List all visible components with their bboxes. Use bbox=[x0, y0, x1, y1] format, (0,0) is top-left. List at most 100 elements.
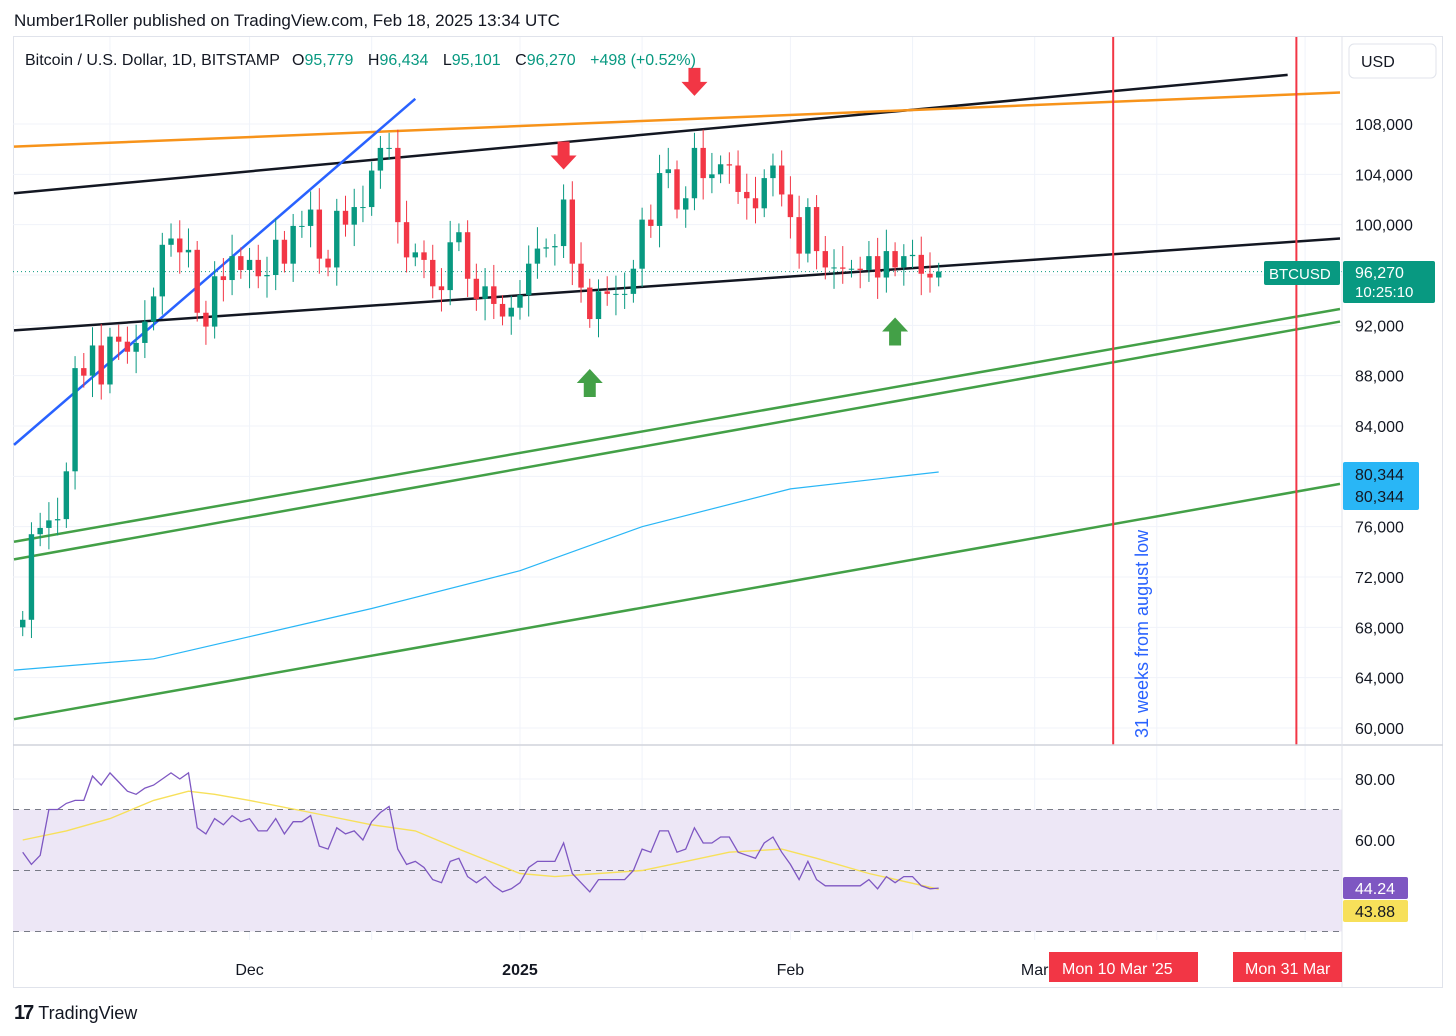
candle-body bbox=[150, 296, 157, 322]
open-value: 95,779 bbox=[305, 52, 354, 69]
time-tick-label: Mar bbox=[1021, 962, 1049, 979]
price-tick-label: 108,000 bbox=[1355, 117, 1413, 134]
candle-body bbox=[709, 174, 715, 179]
candle-body bbox=[430, 259, 436, 287]
candle-body bbox=[246, 259, 253, 270]
rsi-axis[interactable]: 60.00 80.00 bbox=[1355, 772, 1395, 850]
change-value: +498 (+0.52%) bbox=[590, 52, 696, 69]
candle-body bbox=[456, 232, 462, 243]
buy-arrow-icon bbox=[882, 317, 909, 346]
candle-body bbox=[840, 267, 846, 269]
price-tick-label: 104,000 bbox=[1355, 167, 1413, 184]
candle-body bbox=[368, 170, 375, 208]
candle-body bbox=[54, 519, 61, 521]
time-axis[interactable]: Dec 2025 Feb Mar bbox=[235, 962, 1049, 979]
currency-button[interactable] bbox=[1348, 43, 1437, 79]
bar-countdown: 10:25:10 bbox=[1355, 284, 1413, 301]
ma-value-1: 80,344 bbox=[1355, 467, 1404, 484]
candle-body bbox=[822, 251, 829, 268]
candle-body bbox=[351, 207, 357, 225]
time-tick-label: 2025 bbox=[502, 962, 538, 979]
candle-body bbox=[595, 291, 602, 320]
price-tick-label: 68,000 bbox=[1355, 620, 1404, 637]
price-tick-label: 100,000 bbox=[1355, 218, 1413, 235]
candle-body bbox=[473, 278, 480, 299]
candle-body bbox=[883, 251, 890, 278]
candles-layer bbox=[20, 129, 942, 639]
candle-body bbox=[700, 147, 706, 179]
last-price: 96,270 bbox=[1355, 265, 1404, 282]
candle-body bbox=[124, 341, 131, 352]
buy-arrow-icon bbox=[576, 369, 603, 398]
candle-body bbox=[648, 219, 654, 226]
publisher-line: Number1Roller published on TradingView.c… bbox=[14, 11, 560, 30]
low-value: 95,101 bbox=[452, 52, 501, 69]
tradingview-brand: TradingView bbox=[38, 1003, 138, 1023]
candle-body bbox=[717, 164, 724, 175]
candle-body bbox=[316, 209, 323, 259]
candle-body bbox=[107, 336, 113, 385]
rsi-tick-label: 80.00 bbox=[1355, 772, 1395, 789]
candle-body bbox=[220, 276, 227, 281]
tradingview-logo[interactable]: 17 TradingView bbox=[14, 1002, 137, 1025]
date-marker-1[interactable] bbox=[1049, 952, 1198, 982]
candle-body bbox=[342, 210, 349, 225]
trendline-orange bbox=[13, 91, 1341, 148]
candle-body bbox=[290, 225, 296, 264]
candle-body bbox=[491, 286, 497, 304]
candle-body bbox=[639, 219, 645, 269]
trendline-green bbox=[13, 482, 1341, 721]
candle-body bbox=[752, 198, 759, 209]
candle-body bbox=[98, 345, 104, 385]
high-label: H bbox=[368, 52, 380, 69]
candle-body bbox=[28, 534, 35, 620]
trendline-black bbox=[13, 237, 1341, 332]
candle-body bbox=[874, 256, 881, 278]
time-tick-label: Feb bbox=[777, 962, 805, 979]
candle-body bbox=[185, 249, 192, 253]
candle-body bbox=[674, 169, 680, 210]
candle-body bbox=[211, 276, 218, 327]
rsi-layer bbox=[22, 771, 939, 893]
date-marker-2-label: Mon 31 Mar bbox=[1245, 961, 1331, 978]
candle-body bbox=[238, 256, 244, 270]
candle-body bbox=[805, 207, 811, 254]
candle-body bbox=[778, 165, 785, 195]
candle-body bbox=[831, 267, 837, 269]
candle-body bbox=[813, 207, 820, 252]
close-label: C bbox=[515, 52, 527, 69]
price-tick-label: 64,000 bbox=[1355, 671, 1404, 688]
candle-body bbox=[37, 527, 43, 535]
candle-body bbox=[621, 293, 628, 295]
candle-body bbox=[81, 368, 87, 376]
candle-body bbox=[517, 295, 523, 308]
candle-body bbox=[255, 259, 261, 277]
date-marker-2[interactable] bbox=[1233, 952, 1342, 982]
ticker-badge bbox=[1264, 261, 1340, 285]
price-axis[interactable]: 60,00064,00068,00072,00076,00080,00084,0… bbox=[1355, 117, 1413, 738]
price-tick-label: 72,000 bbox=[1355, 570, 1404, 587]
candle-body bbox=[796, 217, 802, 254]
candle-body bbox=[412, 252, 418, 258]
candle-body bbox=[683, 198, 689, 210]
candle-body bbox=[901, 256, 907, 268]
rsi-guides bbox=[13, 809, 1342, 932]
candle-body bbox=[273, 239, 279, 275]
candle-body bbox=[142, 321, 148, 343]
date-marker-1-label: Mon 10 Mar '25 bbox=[1062, 961, 1173, 978]
candle-body bbox=[691, 147, 698, 199]
candle-body bbox=[543, 247, 549, 249]
candle-body bbox=[307, 209, 314, 226]
candle-body bbox=[299, 225, 305, 227]
sell-arrow-icon bbox=[681, 67, 708, 96]
candle-body bbox=[569, 199, 576, 264]
candle-body bbox=[447, 242, 453, 291]
candle-body bbox=[386, 147, 392, 149]
candle-body bbox=[560, 199, 567, 247]
markers-layer bbox=[550, 67, 909, 398]
candle-body bbox=[89, 345, 96, 376]
open-label: O bbox=[292, 52, 304, 69]
candle-body bbox=[927, 273, 933, 278]
tradingview-mark-icon: 17 bbox=[14, 1002, 34, 1024]
